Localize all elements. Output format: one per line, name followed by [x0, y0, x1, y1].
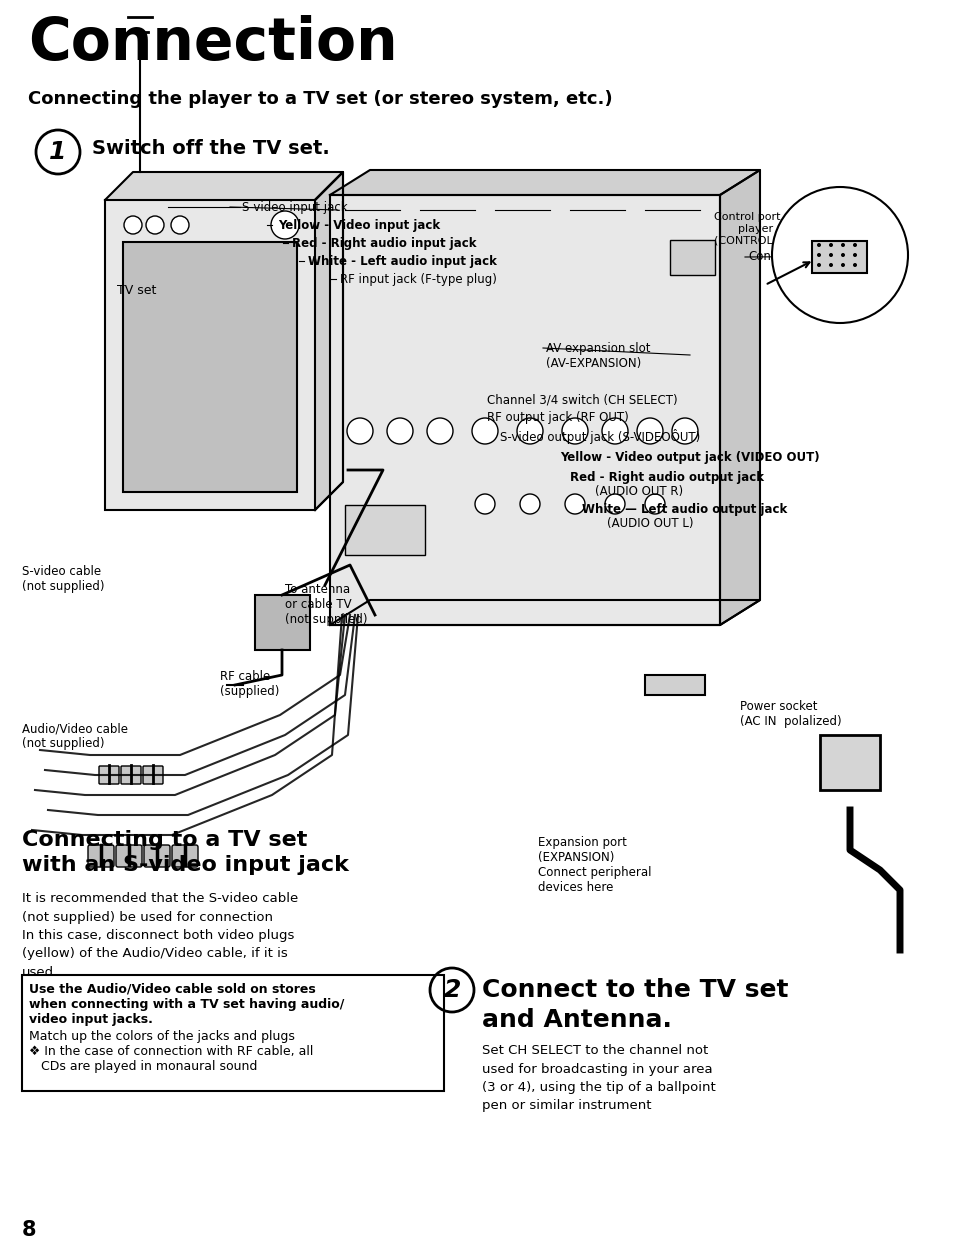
Polygon shape — [330, 599, 760, 625]
Text: Power socket
(AC IN  polalized): Power socket (AC IN polalized) — [740, 700, 841, 728]
Text: CDs are played in monaural sound: CDs are played in monaural sound — [29, 1060, 257, 1073]
Polygon shape — [330, 170, 760, 195]
Circle shape — [517, 418, 542, 444]
Circle shape — [637, 418, 662, 444]
FancyBboxPatch shape — [644, 675, 704, 695]
Circle shape — [816, 263, 821, 267]
Text: To antenna
or cable TV
(not supplied): To antenna or cable TV (not supplied) — [285, 583, 367, 625]
Text: S-video cable
(not supplied): S-video cable (not supplied) — [22, 565, 105, 593]
Text: White - Left audio input jack: White - Left audio input jack — [308, 254, 497, 268]
Circle shape — [671, 418, 698, 444]
Circle shape — [841, 253, 844, 257]
Text: Connect to the TV set
and Antenna.: Connect to the TV set and Antenna. — [481, 978, 788, 1031]
Circle shape — [146, 216, 164, 235]
Circle shape — [124, 216, 142, 235]
FancyBboxPatch shape — [144, 845, 170, 867]
Text: Use the Audio/Video cable sold on stores: Use the Audio/Video cable sold on stores — [29, 983, 315, 997]
Text: It is recommended that the S-video cable
(not supplied) be used for connection
I: It is recommended that the S-video cable… — [22, 892, 298, 979]
Text: Red - Right audio input jack: Red - Right audio input jack — [292, 237, 476, 249]
FancyBboxPatch shape — [143, 766, 163, 784]
Text: when connecting with a TV set having audio/: when connecting with a TV set having aud… — [29, 998, 344, 1011]
FancyBboxPatch shape — [669, 240, 714, 276]
Text: 1: 1 — [50, 140, 67, 164]
Text: Channel 3/4 switch (CH SELECT): Channel 3/4 switch (CH SELECT) — [486, 393, 677, 407]
Polygon shape — [105, 172, 343, 200]
FancyBboxPatch shape — [254, 594, 310, 650]
Text: Connecting the player to a TV set (or stereo system, etc.): Connecting the player to a TV set (or st… — [28, 91, 612, 108]
Polygon shape — [314, 172, 343, 510]
Text: Audio/Video cable
(not supplied): Audio/Video cable (not supplied) — [22, 722, 128, 750]
Circle shape — [387, 418, 413, 444]
Text: Yellow - Video input jack: Yellow - Video input jack — [277, 218, 439, 232]
Circle shape — [828, 243, 832, 247]
Text: S-video output jack (S-VIDEOÔUT): S-video output jack (S-VIDEOÔUT) — [499, 428, 700, 443]
Text: ❖ In the case of connection with RF cable, all: ❖ In the case of connection with RF cabl… — [29, 1045, 313, 1059]
Circle shape — [475, 494, 495, 514]
Circle shape — [561, 418, 587, 444]
Text: 8: 8 — [22, 1220, 36, 1240]
Circle shape — [601, 418, 627, 444]
Circle shape — [828, 253, 832, 257]
Text: RF input jack (F-type plug): RF input jack (F-type plug) — [339, 273, 497, 285]
Circle shape — [564, 494, 584, 514]
Text: Connection: Connection — [28, 15, 397, 72]
Circle shape — [171, 216, 189, 235]
FancyBboxPatch shape — [121, 766, 141, 784]
FancyBboxPatch shape — [116, 845, 142, 867]
Text: Expansion port
(EXPANSION)
Connect peripheral
devices here: Expansion port (EXPANSION) Connect perip… — [537, 836, 651, 894]
Circle shape — [347, 418, 373, 444]
Polygon shape — [330, 195, 720, 625]
Text: Yellow - Video output jack (VIDEO OUT): Yellow - Video output jack (VIDEO OUT) — [559, 452, 819, 464]
Circle shape — [472, 418, 497, 444]
Text: Red - Right audio output jack: Red - Right audio output jack — [569, 472, 763, 484]
Circle shape — [644, 494, 664, 514]
Text: RF output jack (RF OUT): RF output jack (RF OUT) — [486, 412, 628, 424]
Circle shape — [771, 187, 907, 323]
Text: Control port on
player
(CONTROLLER): Control port on player (CONTROLLER) — [713, 212, 798, 246]
Text: White — Left audio output jack: White — Left audio output jack — [581, 504, 786, 516]
Circle shape — [852, 253, 856, 257]
Text: RF cable
(supplied): RF cable (supplied) — [220, 670, 279, 697]
Polygon shape — [720, 170, 760, 625]
Circle shape — [604, 494, 624, 514]
Circle shape — [271, 211, 298, 240]
Text: video input jacks.: video input jacks. — [29, 1013, 152, 1026]
Text: Switch off the TV set.: Switch off the TV set. — [91, 139, 330, 158]
FancyBboxPatch shape — [88, 845, 113, 867]
FancyBboxPatch shape — [105, 200, 314, 510]
Text: Connecting to a TV set
with an S-video input jack: Connecting to a TV set with an S-video i… — [22, 830, 349, 875]
Text: 2: 2 — [443, 978, 460, 1001]
FancyBboxPatch shape — [811, 241, 866, 273]
Circle shape — [852, 263, 856, 267]
Text: TV set: TV set — [117, 283, 156, 297]
FancyBboxPatch shape — [820, 735, 879, 791]
Text: Connector: Connector — [747, 251, 808, 263]
FancyBboxPatch shape — [345, 505, 424, 555]
FancyBboxPatch shape — [172, 845, 198, 867]
Circle shape — [816, 243, 821, 247]
Text: AV expansion slot
(AV-EXPANSION): AV expansion slot (AV-EXPANSION) — [545, 343, 650, 370]
Text: Set CH SELECT to the channel not
used for broadcasting in your area
(3 or 4), us: Set CH SELECT to the channel not used fo… — [481, 1044, 715, 1112]
Text: (AUDIO OUT R): (AUDIO OUT R) — [595, 485, 682, 499]
Circle shape — [841, 243, 844, 247]
FancyBboxPatch shape — [99, 766, 119, 784]
FancyBboxPatch shape — [22, 975, 443, 1091]
Circle shape — [828, 263, 832, 267]
Text: (AUDIO OUT L): (AUDIO OUT L) — [606, 517, 693, 530]
Circle shape — [519, 494, 539, 514]
Text: Match up the colors of the jacks and plugs: Match up the colors of the jacks and plu… — [29, 1030, 294, 1042]
Circle shape — [816, 253, 821, 257]
FancyBboxPatch shape — [123, 242, 296, 491]
Text: S-video input jack: S-video input jack — [242, 201, 347, 213]
Circle shape — [427, 418, 453, 444]
Circle shape — [841, 263, 844, 267]
Circle shape — [852, 243, 856, 247]
